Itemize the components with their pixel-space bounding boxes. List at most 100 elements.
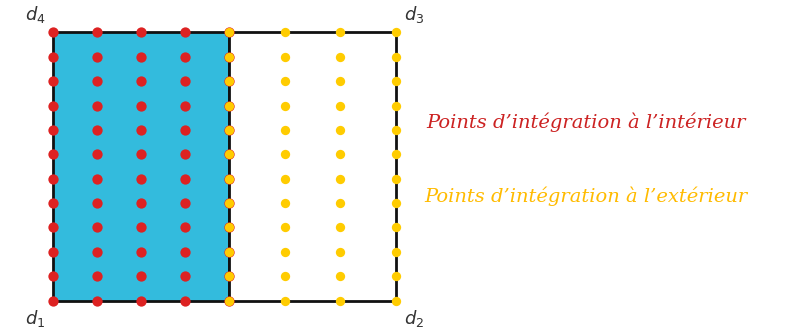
Point [46, 103, 59, 108]
Text: $d_2$: $d_2$ [403, 308, 424, 329]
Point [222, 201, 235, 206]
Point [334, 298, 347, 303]
Point [222, 127, 235, 133]
Point [178, 54, 191, 59]
Point [222, 30, 235, 35]
Point [178, 201, 191, 206]
Point [90, 103, 103, 108]
Point [278, 79, 291, 84]
Point [390, 176, 402, 181]
Point [278, 298, 291, 303]
Point [222, 103, 235, 108]
Text: $d_4$: $d_4$ [25, 4, 46, 25]
Point [46, 152, 59, 157]
Point [134, 176, 147, 181]
Point [334, 127, 347, 133]
Point [334, 201, 347, 206]
Point [222, 249, 235, 255]
Point [278, 30, 291, 35]
Point [90, 274, 103, 279]
Point [222, 127, 235, 133]
Point [134, 30, 147, 35]
Point [390, 274, 402, 279]
Point [222, 54, 235, 59]
Point [178, 225, 191, 230]
Point [222, 30, 235, 35]
Text: Points d’intégration à l’intérieur: Points d’intégration à l’intérieur [426, 113, 746, 132]
Point [222, 274, 235, 279]
Point [178, 274, 191, 279]
Point [390, 54, 402, 59]
Point [334, 249, 347, 255]
Point [278, 176, 291, 181]
Point [278, 127, 291, 133]
Point [222, 274, 235, 279]
Point [390, 127, 402, 133]
Point [222, 103, 235, 108]
Point [90, 176, 103, 181]
Point [46, 298, 59, 303]
Point [178, 152, 191, 157]
Point [222, 298, 235, 303]
Point [90, 79, 103, 84]
Point [178, 103, 191, 108]
Point [278, 225, 291, 230]
Point [222, 79, 235, 84]
Point [334, 79, 347, 84]
Point [90, 152, 103, 157]
Point [278, 103, 291, 108]
Point [134, 298, 147, 303]
Point [90, 201, 103, 206]
Point [134, 103, 147, 108]
Point [334, 225, 347, 230]
Point [90, 54, 103, 59]
Point [178, 127, 191, 133]
Point [134, 54, 147, 59]
Point [390, 103, 402, 108]
Point [46, 274, 59, 279]
Point [178, 30, 191, 35]
Point [278, 249, 291, 255]
Point [134, 249, 147, 255]
Point [46, 127, 59, 133]
Point [390, 225, 402, 230]
Point [46, 176, 59, 181]
Point [178, 176, 191, 181]
Point [134, 79, 147, 84]
Point [390, 249, 402, 255]
Point [178, 79, 191, 84]
Point [90, 127, 103, 133]
Point [222, 225, 235, 230]
Point [334, 54, 347, 59]
Point [278, 152, 291, 157]
Point [46, 249, 59, 255]
Point [46, 79, 59, 84]
Point [334, 103, 347, 108]
Point [334, 274, 347, 279]
Point [278, 54, 291, 59]
Point [390, 201, 402, 206]
Point [390, 79, 402, 84]
Point [90, 225, 103, 230]
Point [178, 249, 191, 255]
Point [46, 54, 59, 59]
Text: Points d’intégration à l’extérieur: Points d’intégration à l’extérieur [425, 187, 748, 207]
Point [222, 201, 235, 206]
Point [222, 79, 235, 84]
Point [334, 152, 347, 157]
Point [178, 298, 191, 303]
Point [134, 225, 147, 230]
Point [46, 30, 59, 35]
Point [278, 274, 291, 279]
Point [46, 225, 59, 230]
Point [222, 298, 235, 303]
Bar [229, 33, 396, 300]
Point [90, 30, 103, 35]
Bar [53, 33, 229, 300]
Point [222, 249, 235, 255]
Point [134, 152, 147, 157]
Point [134, 274, 147, 279]
Point [222, 176, 235, 181]
Point [222, 152, 235, 157]
Point [390, 152, 402, 157]
